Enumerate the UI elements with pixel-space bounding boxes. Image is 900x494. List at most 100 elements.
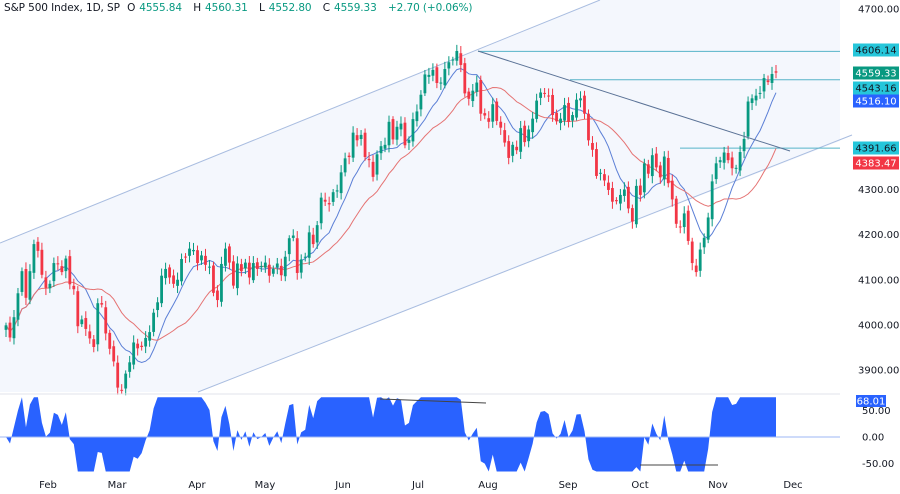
candle-body[interactable] (224, 248, 227, 266)
downtrend-line[interactable] (477, 50, 791, 152)
candle-body[interactable] (467, 91, 471, 99)
candle-body[interactable] (331, 192, 335, 202)
candle-body[interactable] (323, 199, 327, 202)
lower-channel-line[interactable] (197, 134, 853, 393)
candle-body[interactable] (299, 259, 303, 273)
time-axis[interactable]: Feb Mar Apr May Jun Jul Aug Sep Oct Nov Dec (39, 480, 803, 491)
candle-body[interactable] (379, 146, 383, 154)
candle-body[interactable] (184, 256, 187, 258)
candle-body[interactable] (686, 210, 690, 241)
candle-body[interactable] (750, 98, 754, 104)
candle-body[interactable] (112, 346, 116, 362)
candle-body[interactable] (487, 118, 491, 122)
candle-body[interactable] (351, 132, 355, 158)
candle-body[interactable] (435, 67, 439, 84)
candle-body[interactable] (423, 74, 427, 94)
candle-body[interactable] (156, 302, 160, 311)
candle-body[interactable] (475, 82, 479, 92)
candle-body[interactable] (275, 263, 279, 268)
candle-body[interactable] (383, 144, 387, 149)
candle-body[interactable] (327, 203, 331, 205)
candle-body[interactable] (235, 263, 239, 289)
candle-body[interactable] (259, 266, 263, 268)
candle-body[interactable] (415, 111, 419, 122)
candle-body[interactable] (204, 255, 207, 265)
candle-body[interactable] (706, 217, 710, 240)
candle-body[interactable] (634, 185, 638, 225)
candle-body[interactable] (638, 185, 642, 195)
candle-body[interactable] (168, 267, 171, 278)
candle-body[interactable] (507, 141, 511, 158)
candle-body[interactable] (228, 246, 231, 263)
candle-body[interactable] (315, 225, 319, 243)
candle-body[interactable] (682, 213, 686, 228)
candle-body[interactable] (539, 92, 543, 98)
candle-body[interactable] (96, 303, 100, 345)
candle-body[interactable] (104, 307, 108, 334)
candle-body[interactable] (407, 139, 411, 143)
candle-body[interactable] (762, 78, 766, 92)
candle-body[interactable] (654, 153, 658, 168)
candle-body[interactable] (263, 262, 267, 268)
candle-body[interactable] (615, 200, 618, 202)
candle-body[interactable] (678, 226, 682, 228)
candle-body[interactable] (403, 122, 407, 146)
candle-body[interactable] (283, 256, 287, 277)
candle-body[interactable] (128, 362, 132, 372)
candle-body[interactable] (64, 258, 68, 272)
candle-body[interactable] (144, 337, 148, 347)
candle-body[interactable] (575, 99, 578, 118)
candle-body[interactable] (674, 198, 678, 224)
candle-body[interactable] (124, 373, 128, 389)
candle-body[interactable] (607, 182, 610, 190)
candle-body[interactable] (642, 163, 646, 193)
candle-body[interactable] (774, 71, 778, 73)
candle-body[interactable] (347, 155, 351, 158)
candle-body[interactable] (395, 126, 399, 140)
candle-body[interactable] (188, 248, 191, 256)
candle-body[interactable] (531, 118, 535, 133)
candle-body[interactable] (694, 265, 698, 273)
candle-body[interactable] (459, 53, 463, 65)
candle-body[interactable] (391, 119, 395, 140)
candle-body[interactable] (108, 332, 112, 349)
candle-body[interactable] (267, 264, 271, 276)
candle-body[interactable] (630, 208, 634, 222)
candle-body[interactable] (387, 121, 391, 146)
candle-body[interactable] (471, 90, 475, 102)
candle-body[interactable] (319, 197, 323, 224)
candle-body[interactable] (44, 277, 48, 288)
candle-body[interactable] (738, 152, 742, 171)
candle-body[interactable] (483, 113, 487, 116)
candle-body[interactable] (559, 118, 562, 124)
candle-body[interactable] (335, 190, 339, 192)
candle-body[interactable] (626, 186, 630, 209)
candle-body[interactable] (563, 105, 566, 121)
candle-body[interactable] (148, 332, 152, 341)
candle-body[interactable] (714, 163, 718, 180)
candle-body[interactable] (491, 104, 495, 122)
candle-body[interactable] (291, 235, 295, 238)
oscillator-pane[interactable] (0, 397, 840, 472)
candle-body[interactable] (136, 343, 140, 349)
candle-body[interactable] (535, 100, 539, 119)
candle-body[interactable] (411, 119, 415, 142)
candle-body[interactable] (132, 342, 136, 365)
divergence-line-top[interactable] (379, 398, 487, 404)
candle-body[interactable] (196, 250, 199, 264)
candle-body[interactable] (587, 113, 590, 141)
candle-body[interactable] (28, 271, 32, 300)
candle-body[interactable] (463, 63, 467, 94)
candle-body[interactable] (730, 157, 734, 169)
candle-body[interactable] (212, 265, 215, 293)
candle-body[interactable] (766, 80, 770, 83)
candle-body[interactable] (52, 263, 56, 282)
candle-body[interactable] (36, 241, 40, 251)
candle-body[interactable] (367, 158, 371, 161)
candle-body[interactable] (770, 73, 774, 83)
candle-body[interactable] (746, 101, 750, 137)
candle-body[interactable] (622, 189, 626, 196)
price-axis[interactable]: 4700.00 4300.00 4200.00 4100.00 4000.00 3900.… (853, 5, 899, 377)
candle-body[interactable] (76, 291, 80, 327)
candle-body[interactable] (447, 62, 451, 69)
